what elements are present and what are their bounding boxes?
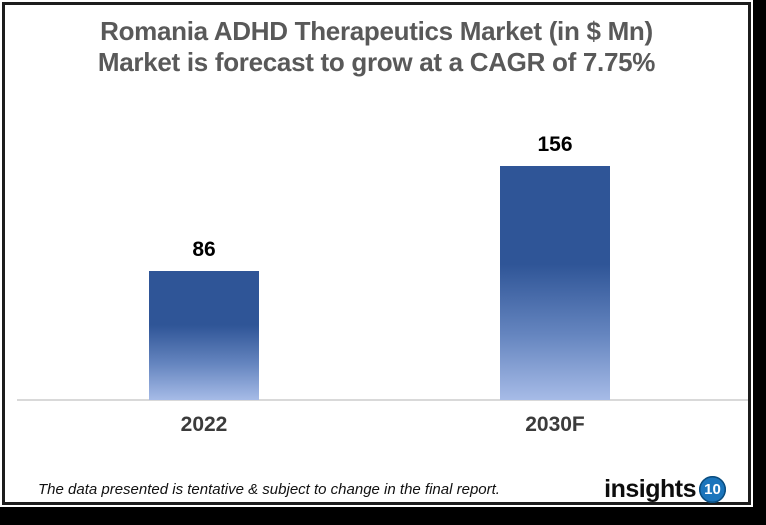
insights10-logo-text: insights — [604, 474, 696, 503]
bar-group-2030f: 156 2030F — [500, 133, 610, 436]
bar-2030f — [500, 166, 610, 400]
shadow-band-right — [753, 0, 766, 525]
chart-title-line2: Market is forecast to grow at a CAGR of … — [97, 47, 656, 77]
category-label-2022: 2022 — [180, 413, 228, 436]
category-label-2030f: 2030F — [525, 413, 585, 436]
bar-group-2022: 86 2022 — [149, 238, 259, 436]
shadow-band-bottom — [0, 507, 766, 525]
chart-title: Romania ADHD Therapeutics Market (in $ M… — [0, 16, 753, 78]
insights10-badge-icon: 10 — [699, 475, 726, 503]
insights10-logo: insights 10 — [604, 475, 726, 504]
bar-2022 — [149, 271, 259, 400]
x-axis-line — [17, 399, 748, 401]
chart-title-line1: Romania ADHD Therapeutics Market (in $ M… — [100, 16, 653, 46]
disclaimer-text: The data presented is tentative & subjec… — [38, 480, 500, 498]
bar-value-label: 86 — [192, 238, 216, 261]
chart-frame-border — [2, 2, 751, 505]
footer: The data presented is tentative & subjec… — [38, 472, 740, 506]
bar-value-label: 156 — [537, 133, 573, 156]
